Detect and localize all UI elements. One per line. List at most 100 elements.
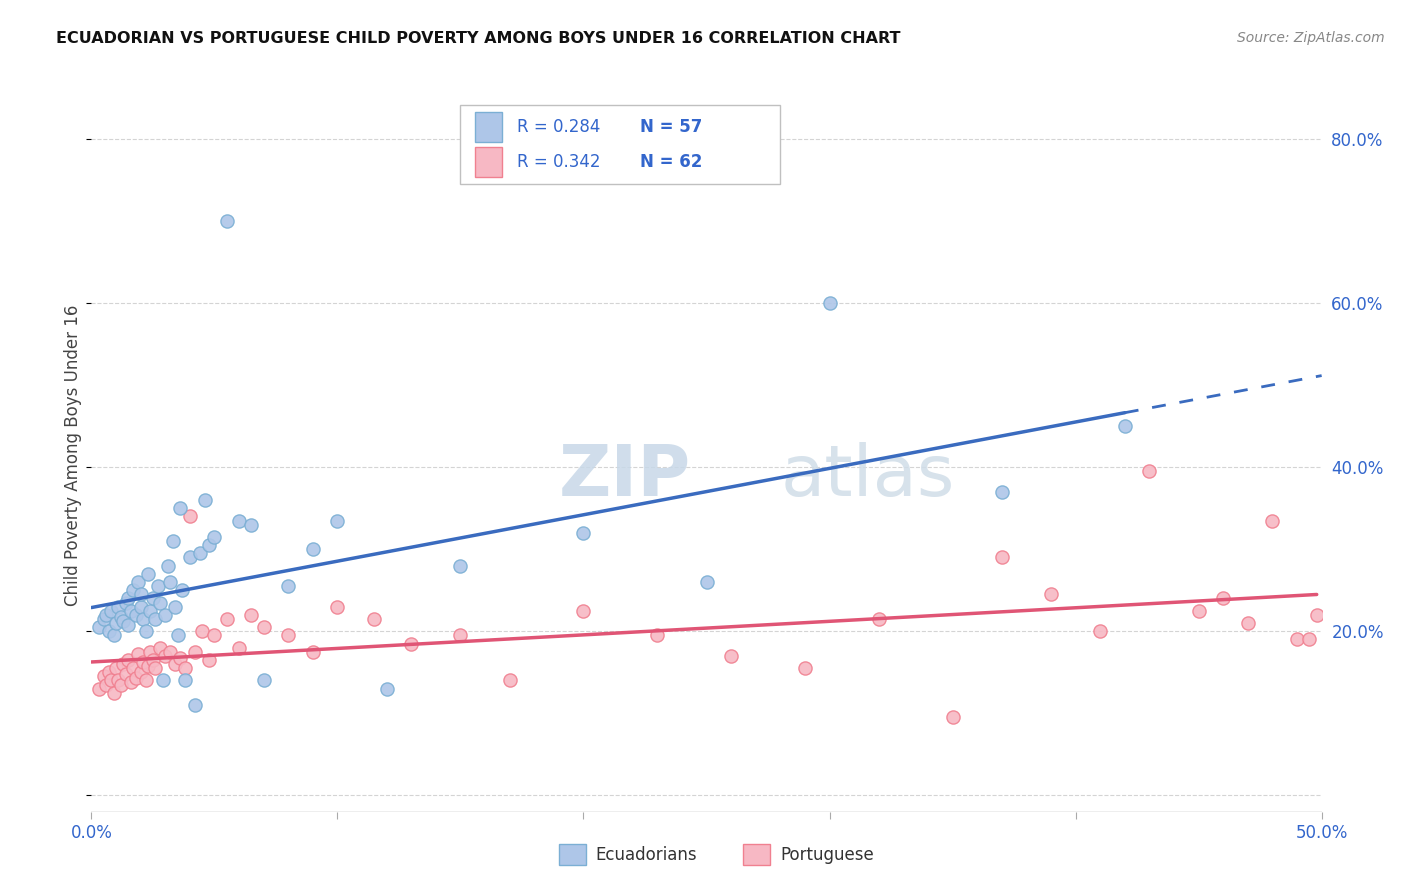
Point (277, 579, 299, 593)
FancyBboxPatch shape (460, 105, 780, 184)
Point (117, 653, 139, 667)
Point (793, 661, 815, 675)
Point (572, 604, 595, 618)
Point (93, 612, 115, 626)
Point (277, 628, 299, 642)
Y-axis label: Child Poverty Among Boys Under 16: Child Poverty Among Boys Under 16 (63, 304, 82, 606)
Text: ECUADORIAN VS PORTUGUESE CHILD POVERTY AMONG BOYS UNDER 16 CORRELATION CHART: ECUADORIAN VS PORTUGUESE CHILD POVERTY A… (56, 31, 901, 46)
Point (449, 628, 471, 642)
Point (142, 653, 165, 667)
Point (153, 607, 177, 622)
Point (87, 681, 110, 696)
Text: ZIP: ZIP (558, 442, 692, 511)
Point (136, 566, 159, 581)
Point (253, 673, 276, 688)
Point (162, 534, 184, 549)
Point (172, 583, 194, 598)
Point (132, 612, 155, 626)
Point (228, 640, 250, 655)
Point (152, 673, 174, 688)
Point (179, 509, 201, 524)
Point (183, 645, 207, 659)
Point (159, 645, 181, 659)
Point (112, 657, 135, 671)
Point (818, 296, 841, 310)
Point (498, 673, 520, 688)
Point (326, 599, 349, 614)
Point (112, 615, 135, 629)
Point (301, 645, 323, 659)
Point (124, 671, 146, 685)
Point (174, 673, 197, 688)
FancyBboxPatch shape (475, 112, 502, 143)
Point (129, 665, 152, 680)
Point (183, 698, 207, 712)
Point (97, 665, 120, 680)
Text: Source: ZipAtlas.com: Source: ZipAtlas.com (1237, 31, 1385, 45)
Point (1237, 616, 1260, 631)
Point (96, 607, 117, 622)
Point (990, 484, 1012, 499)
Point (941, 710, 963, 724)
Point (449, 558, 471, 573)
Point (166, 628, 188, 642)
Point (103, 628, 125, 642)
Point (107, 599, 129, 614)
Point (135, 673, 156, 688)
Point (145, 661, 166, 675)
Point (695, 575, 717, 590)
Point (253, 620, 276, 634)
FancyBboxPatch shape (558, 844, 586, 865)
Point (228, 514, 250, 528)
Point (132, 656, 155, 670)
Point (1039, 587, 1063, 601)
Point (127, 575, 149, 590)
Point (720, 648, 742, 663)
Point (193, 493, 217, 508)
Point (120, 675, 142, 690)
Point (159, 575, 181, 590)
Point (191, 624, 214, 639)
Point (142, 591, 165, 606)
Point (179, 550, 201, 565)
Point (1298, 632, 1320, 647)
Point (149, 596, 172, 610)
Point (100, 673, 122, 688)
Point (139, 645, 162, 659)
Point (114, 596, 138, 610)
Point (169, 650, 191, 665)
Point (146, 579, 169, 593)
Point (326, 514, 349, 528)
Point (96, 677, 117, 691)
Point (127, 647, 149, 661)
Text: Ecuadorians: Ecuadorians (596, 846, 697, 863)
Point (215, 214, 238, 228)
Point (93, 669, 115, 683)
Point (1212, 591, 1234, 606)
Point (100, 604, 122, 618)
Point (1187, 604, 1209, 618)
Point (149, 640, 172, 655)
Point (163, 599, 186, 614)
Point (1261, 514, 1284, 528)
Point (117, 617, 139, 632)
Point (122, 583, 145, 598)
Point (114, 667, 138, 681)
Point (163, 657, 186, 671)
Point (169, 501, 191, 516)
Point (105, 616, 127, 631)
Point (645, 628, 669, 642)
Text: R = 0.284: R = 0.284 (517, 119, 600, 136)
Point (153, 648, 177, 663)
Text: Portuguese: Portuguese (780, 846, 875, 863)
Point (87, 620, 110, 634)
Text: N = 57: N = 57 (640, 119, 703, 136)
Point (120, 604, 142, 618)
Point (124, 607, 146, 622)
Point (399, 636, 422, 650)
Point (363, 612, 385, 626)
Point (105, 661, 127, 675)
Point (1305, 607, 1327, 622)
Point (572, 525, 595, 540)
Point (301, 542, 323, 557)
